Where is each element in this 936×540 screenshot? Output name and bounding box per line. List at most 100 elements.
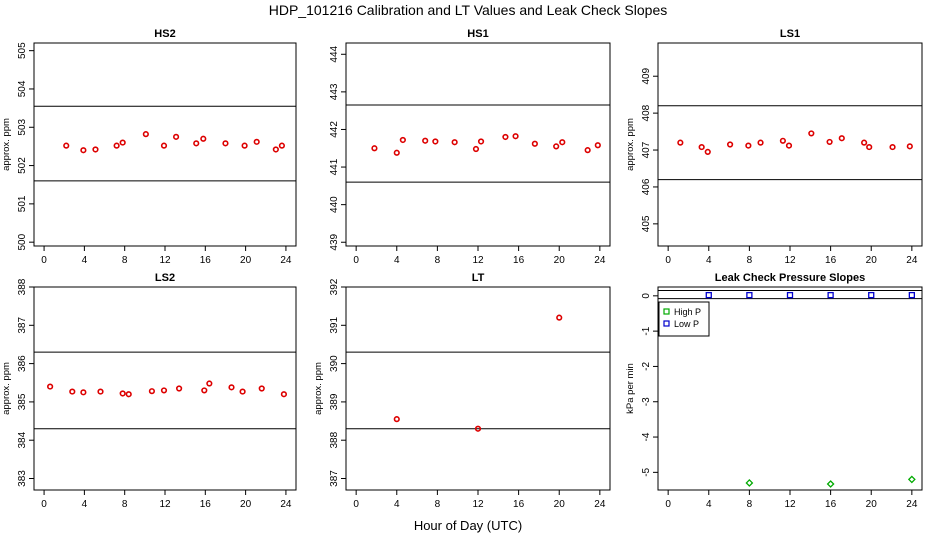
x-tick-label: 12 [784,255,796,266]
x-tick-label: 16 [513,499,525,510]
y-axis-label: approx. ppm [1,362,12,415]
panel-title: HS2 [154,28,175,40]
data-point [451,139,458,146]
data-point [907,475,916,484]
data-point [868,291,875,299]
data-point [512,133,519,140]
data-point [193,140,200,147]
x-tick-label: 24 [280,499,292,510]
y-tick-label: -4 [641,432,652,441]
x-tick-label: 8 [435,499,441,510]
data-point [705,291,712,299]
data-point [241,142,248,149]
x-tick-label: 12 [159,499,171,510]
y-tick-label: 441 [329,158,340,175]
figure-title: HDP_101216 Calibration and LT Values and… [268,2,668,18]
x-tick-label: 16 [825,255,837,266]
y-tick-label: 500 [17,233,28,250]
x-tick-label: 8 [747,499,753,510]
y-tick-label: -3 [641,397,652,406]
data-point [63,142,70,149]
y-tick-label: 389 [329,393,340,410]
y-tick-label: 409 [641,67,652,84]
y-tick-label: 505 [17,42,28,59]
x-tick-label: 12 [472,499,484,510]
y-tick-label: 384 [17,431,28,448]
x-tick-label: 0 [665,499,671,510]
y-tick-label: 385 [17,393,28,410]
x-tick-label: 24 [906,499,918,510]
data-point [422,137,429,144]
data-point [779,137,786,144]
panel-title: LT [472,272,485,284]
y-tick-label: 406 [641,178,652,195]
data-point [97,388,104,395]
data-point [746,291,753,299]
legend-label: Low P [674,319,699,329]
x-tick-label: 4 [82,499,88,510]
y-axis-label: approx. ppm [625,118,636,171]
data-point [474,425,482,432]
data-point [176,385,183,392]
y-tick-label: 387 [329,470,340,487]
data-point [889,143,896,151]
x-tick-label: 0 [41,255,47,266]
data-point [222,140,229,147]
data-point [201,387,208,394]
y-tick-label: 391 [329,317,340,334]
y-tick-label: 503 [17,118,28,135]
y-tick-label: 504 [17,80,28,97]
y-tick-label: 501 [17,195,28,212]
x-tick-label: 24 [594,499,606,510]
y-tick-label: 407 [641,141,652,158]
data-point [477,138,485,145]
data-point [278,142,285,149]
data-point [160,387,168,394]
data-point [113,142,120,149]
data-point [906,143,913,150]
data-point [148,388,155,395]
data-point [826,138,833,146]
y-tick-label: 383 [17,470,28,487]
x-tick-label: 12 [472,255,484,266]
x-tick-label: 20 [554,255,566,266]
y-axis-label: approx. ppm [1,118,12,171]
data-point [399,136,406,144]
data-point [432,138,439,145]
data-point [594,142,601,149]
data-point [119,390,126,397]
x-tick-label: 20 [866,499,878,510]
data-point [556,314,563,321]
data-point [371,145,378,152]
data-point [239,388,246,395]
data-point [838,135,845,142]
data-point [861,139,868,146]
y-tick-label: 392 [329,278,340,295]
y-tick-label: 440 [329,196,340,213]
x-tick-label: 20 [240,499,252,510]
panel-title: LS2 [155,272,175,284]
x-tick-label: 24 [594,255,606,266]
x-tick-label: 0 [353,499,359,510]
data-point [677,139,684,146]
data-point [80,389,87,396]
panel-title: HS1 [467,28,488,40]
x-tick-label: 4 [394,499,400,510]
x-tick-label: 16 [825,499,837,510]
y-tick-label: -1 [641,326,652,335]
x-tick-label: 0 [665,255,671,266]
x-tick-label: 4 [706,255,712,266]
data-point [826,480,835,488]
data-point [786,291,794,299]
x-tick-label: 8 [435,255,441,266]
x-tick-label: 0 [353,255,359,266]
data-point [172,133,180,140]
data-point [206,380,213,387]
data-point [272,146,279,153]
data-point [757,139,764,146]
data-point [745,479,754,487]
y-tick-label: 388 [329,431,340,448]
y-tick-label: -2 [641,362,652,371]
data-point [785,142,793,149]
data-point [502,133,509,141]
